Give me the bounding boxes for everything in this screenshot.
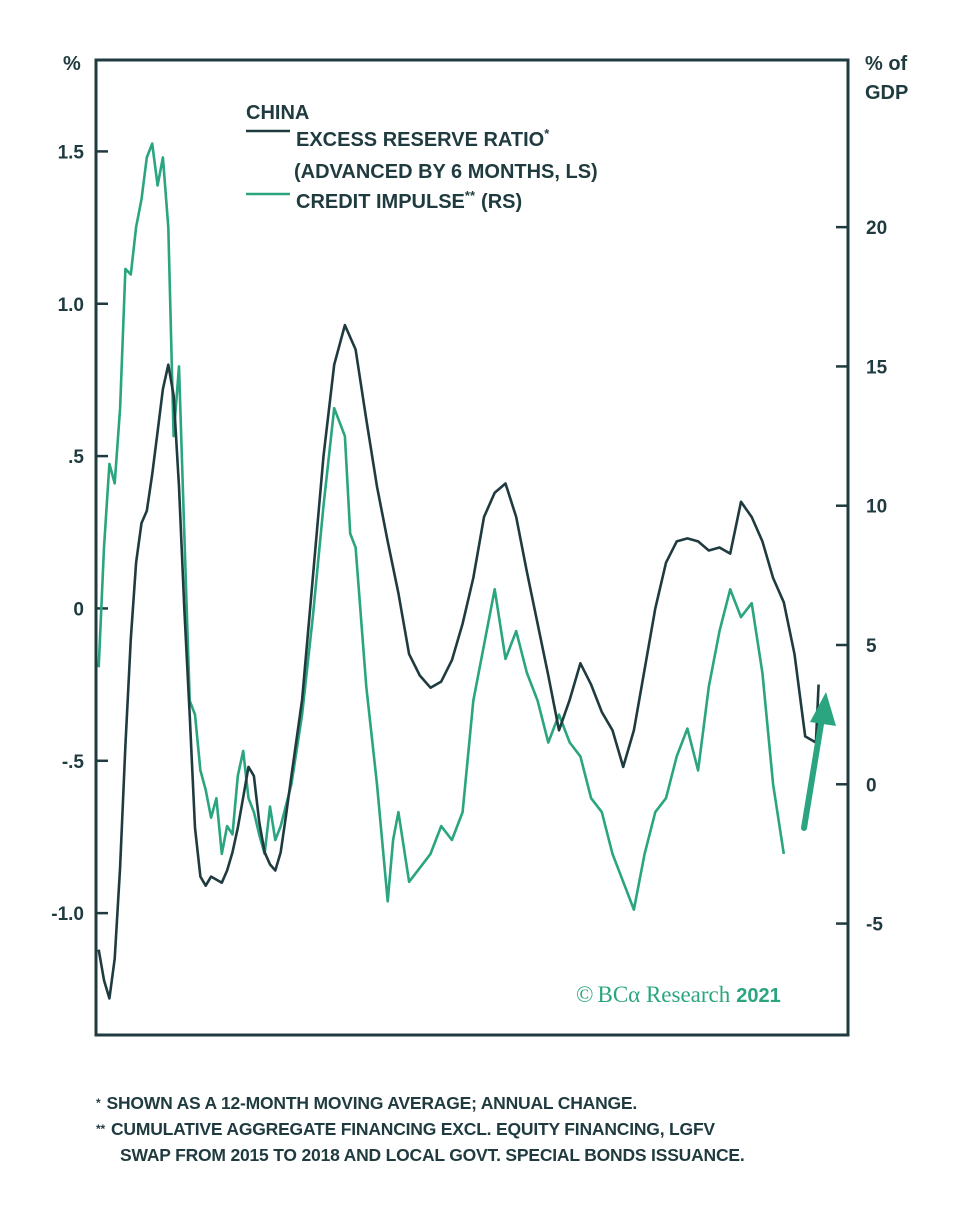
- left-axis-unit: %: [63, 53, 81, 75]
- right-tick-label: 0: [866, 775, 877, 796]
- legend-mark-excess-reserve-ratio: *: [544, 126, 550, 141]
- left-tick-label: -.5: [62, 752, 85, 773]
- legend: CHINA EXCESS RESERVE RATIO* (ADVANCED BY…: [246, 102, 598, 213]
- right-axis: 20 15 10 5 0 -5: [836, 218, 888, 936]
- legend-label-credit-impulse: CREDIT IMPULSE** (RS): [296, 188, 522, 213]
- right-tick-label: 5: [866, 636, 877, 657]
- footnote-1-text: SHOWN AS A 12-MONTH MOVING AVERAGE; ANNU…: [106, 1093, 638, 1113]
- left-tick-label: 0: [73, 599, 84, 620]
- chart: % % of GDP 1.5 1.0 .5 0 -.5 -1.0 20 15 10 5 0 -5 1…: [51, 53, 908, 1037]
- brand: © BCα Research 2021: [576, 982, 781, 1007]
- brand-year: 2021: [736, 985, 781, 1007]
- footnote-2: ** CUMULATIVE AGGREGATE FINANCING EXCL. E…: [96, 1116, 946, 1142]
- legend-mark-credit-impulse: **: [465, 188, 476, 203]
- brand-text: BCα Research: [597, 982, 730, 1007]
- right-tick-label: 15: [866, 357, 888, 378]
- series-line-credit-impulse: [97, 142, 786, 911]
- footnote-1: * SHOWN AS A 12-MONTH MOVING AVERAGE; ANN…: [96, 1090, 946, 1116]
- footnote-1-mark: *: [96, 1096, 101, 1110]
- right-tick-label: 20: [866, 218, 887, 239]
- footnotes: * SHOWN AS A 12-MONTH MOVING AVERAGE; ANN…: [96, 1090, 946, 1168]
- left-axis: 1.5 1.0 .5 0 -.5 -1.0: [51, 142, 108, 925]
- footnote-2-continuation: SWAP FROM 2015 TO 2018 AND LOCAL GOVT. S…: [96, 1142, 946, 1168]
- up-arrow-icon: [801, 692, 836, 831]
- right-axis-unit-line1: % of: [865, 53, 908, 75]
- legend-label-excess-reserve-ratio: EXCESS RESERVE RATIO*: [296, 126, 550, 151]
- right-tick-label: -5: [866, 915, 883, 936]
- left-tick-label: 1.0: [58, 295, 84, 316]
- legend-suffix-credit-impulse: (RS): [481, 191, 522, 213]
- legend-label-excess-reserve-ratio-text: EXCESS RESERVE RATIO: [296, 129, 544, 151]
- left-tick-label: 1.5: [58, 142, 85, 163]
- plot-frame: [94, 58, 850, 1037]
- brand-name: © BCα Research 2021: [576, 982, 781, 1007]
- left-tick-label: .5: [68, 447, 84, 468]
- right-axis-unit-line2: GDP: [865, 82, 908, 104]
- footnote-2-text-line2: SWAP FROM 2015 TO 2018 AND LOCAL GOVT. S…: [120, 1145, 745, 1165]
- legend-label-excess-reserve-ratio-line2: (ADVANCED BY 6 MONTHS, LS): [294, 161, 598, 183]
- footnote-2-text-line1: CUMULATIVE AGGREGATE FINANCING EXCL. EQU…: [110, 1119, 715, 1139]
- footnote-2-mark: **: [96, 1122, 105, 1136]
- right-tick-label: 10: [866, 497, 887, 518]
- brand-copyright: ©: [576, 982, 593, 1007]
- series-line-excess-reserve-ratio: [97, 323, 817, 1000]
- legend-title: CHINA: [246, 102, 309, 124]
- left-tick-label: -1.0: [51, 904, 84, 925]
- legend-label-credit-impulse-text: CREDIT IMPULSE: [296, 191, 465, 213]
